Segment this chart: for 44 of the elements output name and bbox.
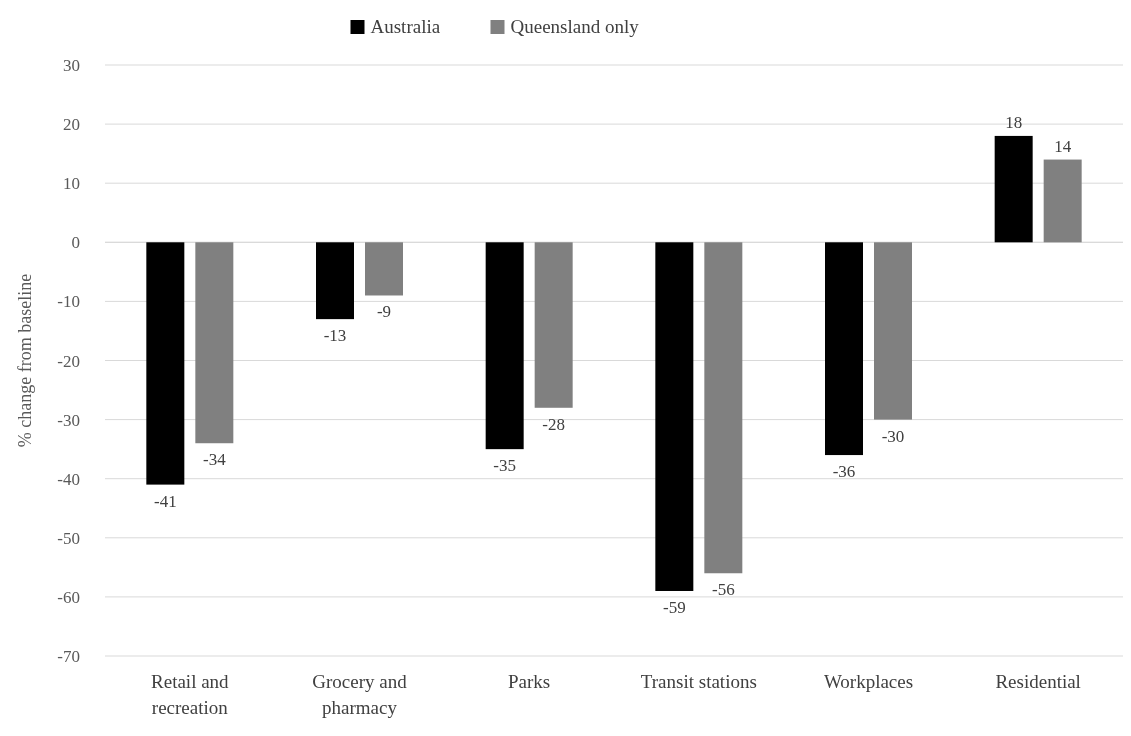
data-label: -35 xyxy=(493,456,516,476)
y-tick-label: 0 xyxy=(71,233,80,253)
data-label: -34 xyxy=(203,450,227,470)
data-label: 18 xyxy=(1005,112,1023,132)
bar xyxy=(365,242,403,296)
legend-label: Australia xyxy=(370,16,441,37)
bar xyxy=(704,242,743,574)
y-tick-label: 30 xyxy=(63,56,80,75)
data-label: -28 xyxy=(542,414,565,434)
bar xyxy=(195,242,234,444)
bar xyxy=(316,242,354,320)
y-tick-label: -10 xyxy=(57,292,80,312)
y-tick-label: 20 xyxy=(63,115,80,135)
y-tick-label: -30 xyxy=(57,410,80,430)
bar xyxy=(874,242,912,420)
bar xyxy=(485,242,524,450)
data-label: -41 xyxy=(154,491,177,511)
bar xyxy=(146,242,185,485)
bar xyxy=(825,242,863,456)
x-tick-label: Grocery and pharmacy xyxy=(312,671,408,718)
x-tick-label: Retail and recreation xyxy=(151,671,230,718)
data-label: 14 xyxy=(1054,136,1072,156)
data-label: -30 xyxy=(881,426,905,446)
x-tick-label: Transit stations xyxy=(640,671,757,692)
y-tick-label: -20 xyxy=(57,351,80,371)
y-tick-label: -50 xyxy=(57,528,80,548)
x-tick-label: Workplaces xyxy=(823,671,914,692)
y-tick-label: -60 xyxy=(57,587,80,607)
x-tick-label: Parks xyxy=(508,671,551,692)
bar xyxy=(655,242,694,591)
data-label: -56 xyxy=(712,580,735,600)
data-label: -59 xyxy=(663,597,686,617)
y-tick-label: -70 xyxy=(57,647,80,666)
x-tick-label: Residential xyxy=(995,671,1081,692)
y-axis-title: % change from baseline xyxy=(15,273,35,448)
legend-label: Queensland only xyxy=(510,16,640,37)
bar xyxy=(1043,159,1082,243)
bar xyxy=(994,135,1033,243)
data-label: -36 xyxy=(832,462,856,482)
data-label: -13 xyxy=(323,326,347,346)
y-tick-label: 10 xyxy=(63,174,80,194)
bar xyxy=(534,242,573,408)
data-label: -9 xyxy=(376,302,392,322)
y-tick-label: -40 xyxy=(57,469,80,489)
